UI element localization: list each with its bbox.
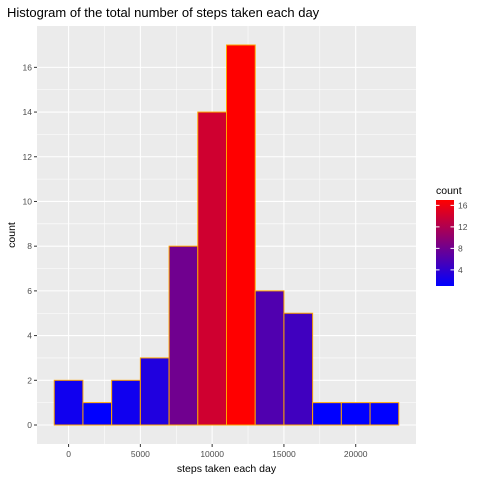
x-tick-label: 15000	[272, 449, 296, 459]
y-tick-label: 12	[23, 152, 33, 162]
histogram-bar	[369, 402, 400, 426]
histogram-bar	[111, 379, 141, 426]
x-axis-title: steps taken each day	[177, 463, 277, 475]
y-tick-label: 16	[23, 62, 33, 72]
histogram-bar	[53, 379, 84, 426]
histogram-bar	[197, 111, 227, 426]
y-tick-label: 2	[27, 375, 32, 385]
histogram-bar	[340, 402, 371, 426]
histogram-bar	[82, 402, 113, 426]
legend-title: count	[436, 185, 462, 197]
histogram-bar	[312, 402, 342, 426]
x-tick-label: 0	[66, 449, 71, 459]
histogram-bar	[168, 245, 199, 426]
legend-tick-label: 8	[458, 243, 463, 253]
legend: count 4 8 12 16	[436, 185, 468, 286]
histogram-bar	[254, 290, 285, 426]
y-tick-label: 14	[23, 107, 33, 117]
x-tick-label: 5000	[131, 449, 150, 459]
histogram-bar	[283, 312, 314, 426]
y-tick-label: 10	[23, 196, 33, 206]
legend-colorbar	[436, 200, 454, 286]
x-tick-label: 20000	[344, 449, 368, 459]
legend-ticks: 4 8 12 16	[436, 200, 468, 275]
x-tick-label: 10000	[200, 449, 224, 459]
y-tick-label: 0	[27, 420, 32, 430]
y-tick-label: 8	[27, 241, 32, 251]
y-axis: 0 2 4 6 8 10 12 14 16	[23, 62, 37, 430]
y-tick-label: 6	[27, 286, 32, 296]
histogram-bar	[226, 44, 256, 426]
histogram-bar	[139, 357, 170, 426]
legend-tick-label: 12	[458, 222, 468, 232]
histogram-bars	[53, 44, 400, 426]
y-tick-label: 4	[27, 331, 32, 341]
legend-tick-label: 4	[458, 265, 463, 275]
chart-title: Histogram of the total number of steps t…	[7, 5, 320, 20]
legend-tick-label: 16	[458, 200, 468, 210]
y-axis-title: count	[6, 222, 18, 248]
x-axis: 0 5000 10000 15000 20000	[66, 444, 368, 459]
